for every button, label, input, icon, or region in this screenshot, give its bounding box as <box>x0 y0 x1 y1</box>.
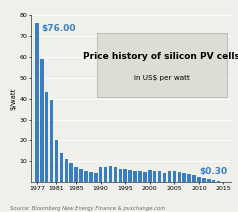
Bar <box>64 159 68 182</box>
Bar <box>124 169 127 182</box>
Bar <box>94 173 98 182</box>
Y-axis label: $/watt: $/watt <box>11 87 17 110</box>
Bar <box>69 163 73 182</box>
Bar <box>99 167 103 182</box>
Bar <box>173 171 176 182</box>
Bar <box>178 172 181 182</box>
Text: $0.30: $0.30 <box>199 167 227 176</box>
Bar <box>202 178 206 182</box>
FancyBboxPatch shape <box>97 33 227 97</box>
Bar <box>35 23 39 182</box>
Bar <box>45 92 48 182</box>
Bar <box>89 172 93 182</box>
Bar <box>55 140 58 182</box>
Bar <box>74 167 78 182</box>
Bar <box>133 171 137 182</box>
Bar <box>148 170 152 182</box>
Text: Price history of silicon PV cells: Price history of silicon PV cells <box>84 52 238 61</box>
Bar <box>158 171 161 182</box>
Bar <box>40 59 44 182</box>
Text: in US$ per watt: in US$ per watt <box>134 75 190 81</box>
Bar <box>212 180 215 182</box>
Bar <box>192 175 196 182</box>
Bar <box>109 166 112 182</box>
Bar <box>197 177 201 182</box>
Text: $76.00: $76.00 <box>42 24 76 33</box>
Bar <box>207 179 211 182</box>
Bar <box>168 171 171 182</box>
Bar <box>217 181 220 182</box>
Bar <box>104 167 107 182</box>
Bar <box>143 172 147 182</box>
Bar <box>163 173 166 182</box>
Bar <box>50 100 53 182</box>
Text: Source: Bloomberg New Energy Finance & pvxchange.com: Source: Bloomberg New Energy Finance & p… <box>10 206 165 211</box>
Bar <box>84 171 88 182</box>
Bar <box>114 167 117 182</box>
Bar <box>138 171 142 182</box>
Bar <box>128 170 132 182</box>
Bar <box>153 171 157 182</box>
Bar <box>183 173 186 182</box>
Bar <box>79 169 83 182</box>
Bar <box>60 153 63 182</box>
Bar <box>187 174 191 182</box>
Bar <box>119 169 122 182</box>
